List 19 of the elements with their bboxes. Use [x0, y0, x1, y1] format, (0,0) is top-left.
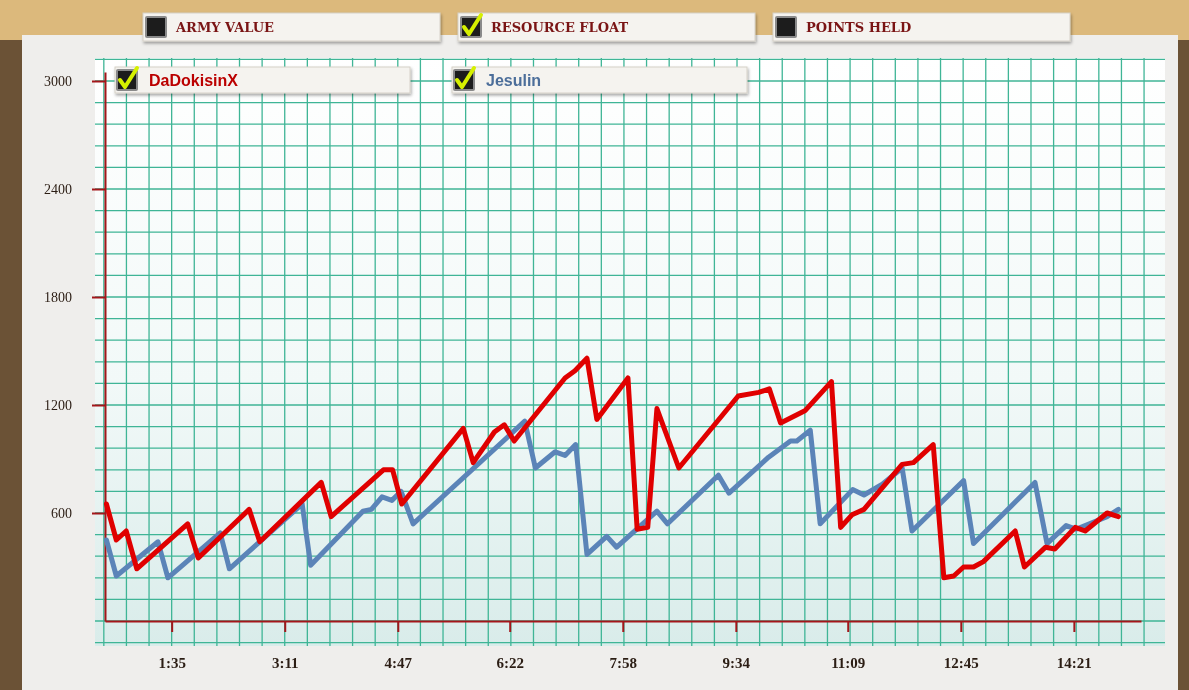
x-tick-label: 11:09 [831, 654, 866, 671]
x-tick-label: 6:22 [496, 654, 524, 671]
x-tick-label: 7:58 [609, 654, 638, 671]
x-tick-label: 14:21 [1056, 654, 1092, 671]
y-tick-label: 3000 [44, 73, 72, 89]
text: Jesulin [486, 72, 542, 89]
y-tick-label: 1800 [44, 289, 72, 305]
y-tick-label: 1200 [44, 397, 72, 413]
x-tick-label: 9:34 [722, 654, 751, 671]
text: ARMY VALUE [175, 20, 275, 35]
text: RESOURCE FLOAT [491, 20, 629, 35]
text: DaDokisinX [149, 72, 239, 89]
text: POINTS HELD [806, 20, 912, 35]
x-tick-label: 3:11 [271, 654, 299, 671]
y-tick-label: 2400 [44, 181, 72, 197]
x-tick-label: 12:45 [943, 654, 979, 671]
x-tick-label: 1:35 [158, 654, 186, 671]
x-tick-label: 4:47 [384, 654, 413, 671]
y-tick-label: 600 [51, 505, 72, 521]
